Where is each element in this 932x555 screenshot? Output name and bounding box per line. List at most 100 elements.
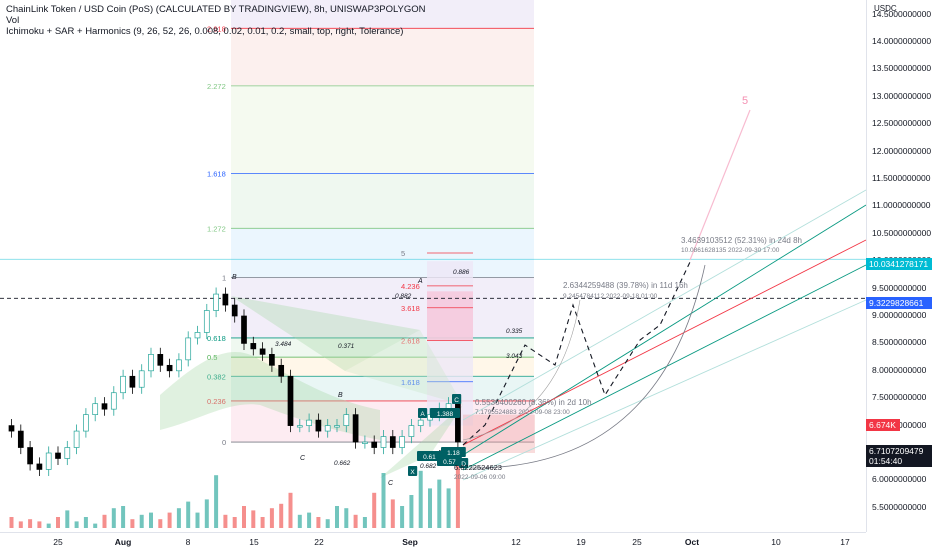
candle-body [203,310,210,333]
fib-level-label: 0.382 [207,372,226,381]
volume-bar [214,475,219,528]
price-tick-label: 5.5000000000 [872,501,927,512]
candle-body [399,436,405,448]
volume-bar [437,479,442,528]
volume-bar [428,488,432,528]
candle-body [166,364,173,372]
pattern-point-label: B [338,392,343,399]
pattern-point-label: A [417,278,423,285]
candle-body [194,332,201,339]
candle-body [259,348,266,355]
fib-level-label: 0.618 [207,334,226,343]
fib-level-label: 0 [222,438,226,447]
time-tick-label: 25 [53,537,63,547]
harmonic-triangle [231,296,420,371]
pattern-box-text: A [420,411,425,418]
symbol-title[interactable]: ChainLink Token / USD Coin (PoS) (CALCUL… [6,4,426,15]
pattern-point-label: C [300,455,306,462]
candle-body [343,414,350,426]
projected-path [462,261,691,446]
volume-bar [204,499,209,528]
price-tag-last: 6.7107209479 01:54:40 [866,445,932,467]
fib-box-bg [427,261,473,426]
candle-body [17,430,24,448]
time-tick-label: 15 [249,537,259,547]
candle-body [417,419,424,426]
start-price-label: 6.6222524623 [454,463,502,472]
candle-body [36,463,43,470]
candle-body [241,315,247,344]
candle-body [27,447,33,465]
pattern-box [441,447,466,457]
candle-body [352,414,359,443]
volume-bar [232,517,237,528]
ratio-label: 0.682 [420,463,437,470]
fib-box-zone [427,291,473,341]
candle-body [269,354,275,366]
time-tick-label: Aug [114,537,132,547]
fib-level-label: 0.236 [207,397,226,406]
volume-bar [400,506,405,528]
pattern-box [408,466,418,476]
fib-level-label: 0.5 [207,353,217,362]
time-tick-label: 12 [511,537,521,547]
volume-bar [335,506,339,528]
volume-bar [409,495,414,528]
fib-level-label: 1 [222,274,226,283]
pattern-box [437,456,462,466]
volume-bar [18,521,23,528]
volume-bar [251,510,256,528]
fib-box-label: 3.618 [401,304,420,313]
ichimoku-cloud [160,352,380,440]
volume-bar [130,519,135,528]
chart-legend: ChainLink Token / USD Coin (PoS) (CALCUL… [6,4,426,37]
candle-body [110,392,117,410]
volume-bar [121,506,126,528]
volume-bar [418,470,423,528]
fib-level-label: 2.618 [207,24,226,33]
volume-bar [223,514,228,528]
pattern-point-label: C [388,480,394,487]
candle-body [296,425,303,428]
price-tick-label: 12.0000000000 [872,145,932,156]
time-axis[interactable] [0,532,866,551]
price-tag-top: 10.0341278171 [866,258,932,270]
price-axis-unit: USDC [874,4,897,13]
candle-body [92,403,99,415]
candle-body [278,364,285,377]
pattern-box [417,451,442,461]
volume-legend[interactable]: Vol [6,15,20,26]
pattern-box-text: 0.57 [443,459,456,466]
volume-bar [242,506,246,528]
candle-body [334,425,340,428]
price-tag-red: 6.674K [866,419,900,431]
candle-body [101,403,108,410]
volume-bar [353,514,358,528]
volume-bar [111,508,116,528]
pattern-point-label: B [232,274,237,281]
price-tick-label: 14.0000000000 [872,36,932,46]
pattern-box-text: D [461,461,466,468]
ratio-label: 0.886 [453,269,470,276]
ratio-label: 3.484 [275,341,292,348]
candle-body [120,375,126,394]
pattern-box [418,408,428,418]
price-tick-label: 13.5000000000 [872,63,932,74]
candle-body [306,419,312,426]
volume-bar [37,521,42,528]
candle-body [213,293,219,311]
fib-level-label: 1.272 [207,224,226,233]
volume-bar [455,455,460,528]
volume-bar [139,514,144,528]
projection-sublabel: 7.1795524883 2022-09-08 23:00 [475,409,570,416]
price-tick-label: 9.0000000000 [872,310,927,320]
time-tick-label: 22 [314,537,324,547]
price-tick-label: 7.5000000000 [872,392,927,403]
wave-label: 5 [742,95,748,107]
time-tick-label: 8 [185,537,191,547]
projection-sublabel: 10.0861628135 2022-09-30 17:00 [681,247,780,254]
pattern-box [430,408,460,418]
indicator-legend[interactable]: Ichimoku + SAR + Harmonics (9, 26, 52, 2… [6,26,404,37]
